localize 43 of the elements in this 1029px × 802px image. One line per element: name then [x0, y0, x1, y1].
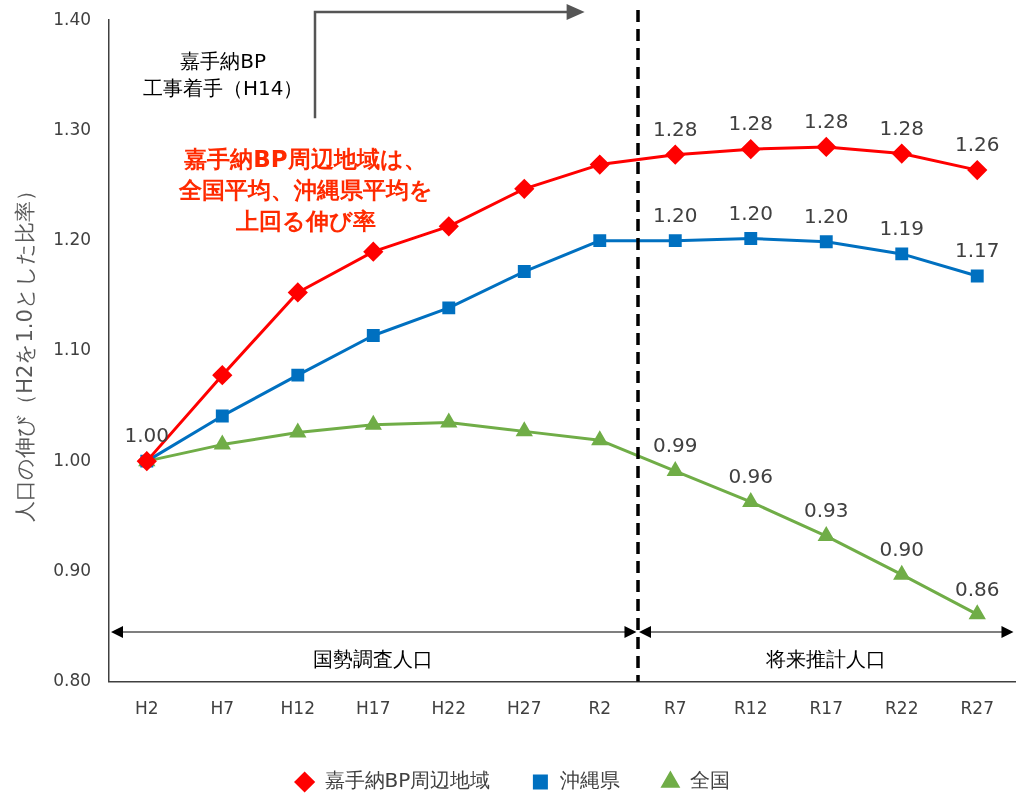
data-label: 0.93: [804, 498, 849, 523]
data-label: 0.86: [954, 576, 1000, 601]
annotation: 将来推計人口: [766, 645, 887, 673]
legend-label: 嘉手納BP周辺地域: [324, 768, 491, 793]
annotation: 嘉手納BP周辺地域は、全国平均、沖縄県平均を上回る伸び率: [177, 145, 434, 237]
x-tick-label: R17: [809, 698, 843, 719]
legend-label: 沖縄県: [560, 768, 621, 793]
x-tick-label: H27: [507, 698, 542, 719]
data-label: 1.00: [124, 423, 170, 448]
data-label: 1.20: [653, 202, 698, 227]
data-label: 0.90: [879, 536, 925, 561]
annotation: 嘉手納BP 工事着手（H14）: [142, 48, 304, 103]
data-label: 1.28: [728, 111, 774, 136]
x-tick-label: H17: [356, 698, 391, 719]
data-label: 1.28: [879, 115, 925, 140]
y-tick-label: 1.20: [53, 229, 92, 250]
data-label: 0.96: [728, 464, 774, 489]
x-tick-label: H12: [280, 698, 315, 719]
y-tick-label: 0.90: [53, 559, 92, 580]
y-tick-label: 1.10: [53, 339, 92, 360]
x-tick-label: R27: [960, 698, 994, 719]
data-label: 0.99: [653, 433, 698, 458]
y-tick-label: 0.80: [53, 670, 92, 691]
y-tick-label: 1.40: [53, 8, 92, 29]
data-label: 1.20: [728, 200, 774, 225]
x-tick-label: H2: [134, 698, 159, 719]
data-label: 1.20: [804, 203, 849, 228]
x-tick-label: R7: [663, 698, 687, 719]
x-tick-label: H7: [210, 698, 235, 719]
legend-label: 全国: [690, 768, 731, 793]
y-axis-title: 人口の伸び（H2を1.0とした比率）: [13, 180, 38, 522]
x-tick-label: R12: [734, 698, 768, 719]
data-label: 1.26: [954, 132, 1000, 157]
x-tick-label: R22: [885, 698, 919, 719]
data-label: 1.19: [879, 216, 925, 241]
data-label: 1.28: [804, 109, 849, 134]
y-tick-label: 1.00: [53, 449, 92, 470]
annotation: 国勢調査人口: [313, 645, 434, 673]
x-tick-label: R2: [588, 698, 612, 719]
data-label: 1.28: [653, 116, 698, 141]
y-tick-label: 1.30: [53, 118, 92, 139]
data-label: 1.17: [954, 238, 1000, 263]
x-tick-label: H22: [431, 698, 466, 719]
